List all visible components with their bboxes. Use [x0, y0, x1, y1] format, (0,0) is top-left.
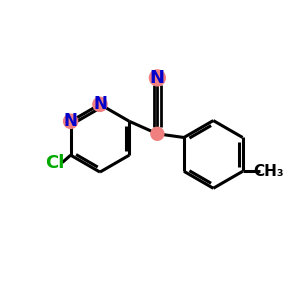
- Circle shape: [93, 97, 107, 111]
- Circle shape: [149, 70, 165, 86]
- Text: N: N: [150, 69, 165, 87]
- Text: N: N: [93, 95, 107, 113]
- Circle shape: [64, 114, 78, 128]
- Text: N: N: [64, 112, 78, 130]
- Text: Cl: Cl: [45, 154, 64, 172]
- Circle shape: [151, 127, 164, 140]
- Text: CH₃: CH₃: [253, 164, 284, 179]
